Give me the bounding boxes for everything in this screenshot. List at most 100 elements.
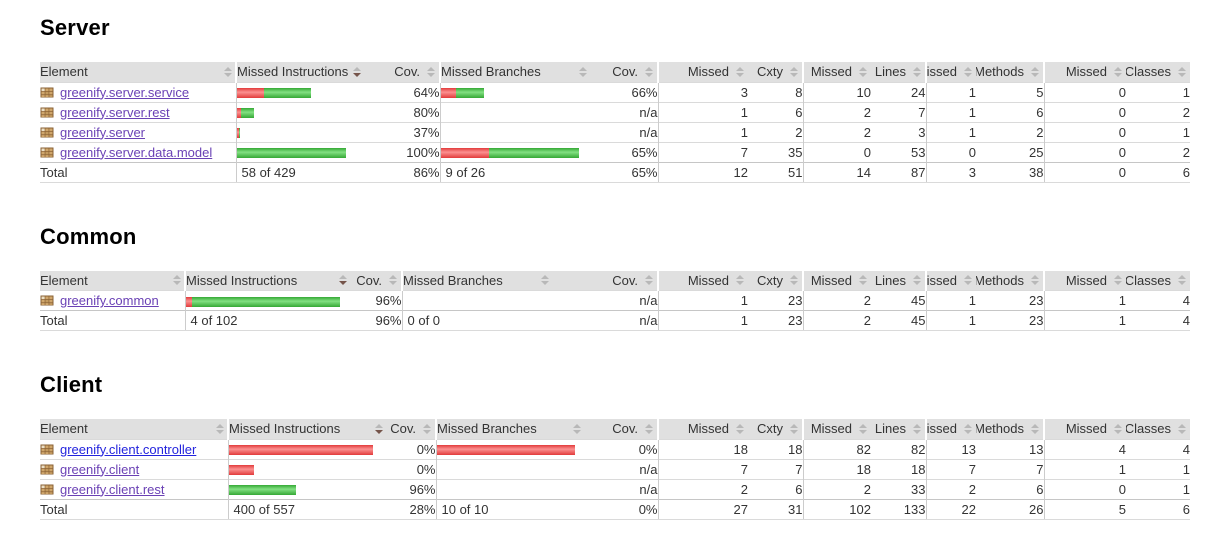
column-header-cov-4[interactable]: Cov. bbox=[590, 62, 658, 82]
sort-icon[interactable] bbox=[389, 275, 397, 286]
sort-icon[interactable] bbox=[645, 66, 653, 77]
sort-icon[interactable] bbox=[1114, 275, 1122, 286]
column-header-cov-2[interactable]: Cov. bbox=[350, 270, 402, 291]
package-icon[interactable] bbox=[40, 443, 55, 456]
column-header-methods-10[interactable]: Methods bbox=[976, 270, 1044, 291]
sort-icon[interactable] bbox=[645, 275, 653, 286]
sort-icon[interactable] bbox=[573, 423, 581, 434]
column-header-missed-instructions-1[interactable]: Missed Instructions bbox=[184, 270, 350, 291]
column-header-missed-9[interactable]: Missed bbox=[925, 62, 976, 82]
sort-icon[interactable] bbox=[541, 275, 549, 286]
sort-icon[interactable] bbox=[913, 275, 921, 286]
sort-icon[interactable] bbox=[1031, 423, 1039, 434]
package-icon[interactable] bbox=[40, 463, 55, 476]
sort-icon[interactable] bbox=[1031, 275, 1039, 286]
column-header-missed-11[interactable]: Missed bbox=[1043, 270, 1126, 291]
element-link[interactable]: greenify.server.data.model bbox=[60, 144, 213, 160]
package-icon[interactable] bbox=[40, 294, 55, 307]
sort-icon[interactable] bbox=[736, 275, 744, 286]
column-header-cov-2[interactable]: Cov. bbox=[386, 419, 436, 439]
column-header-missed-11[interactable]: Missed bbox=[1043, 62, 1126, 82]
column-header-missed-9[interactable]: Missed bbox=[925, 419, 976, 439]
column-header-cov-2[interactable]: Cov. bbox=[364, 62, 440, 82]
column-header-cov-4[interactable]: Cov. bbox=[584, 419, 658, 439]
sort-icon[interactable] bbox=[859, 66, 867, 77]
sort-icon[interactable] bbox=[859, 423, 867, 434]
column-header-missed-5[interactable]: Missed bbox=[657, 62, 748, 82]
package-icon[interactable] bbox=[40, 106, 55, 119]
column-header-element-0[interactable]: Element bbox=[40, 270, 185, 291]
sort-icon[interactable] bbox=[1178, 423, 1186, 434]
sort-down-arrow bbox=[1031, 429, 1039, 434]
column-header-methods-10[interactable]: Methods bbox=[976, 419, 1044, 439]
column-header-missed-5[interactable]: Missed bbox=[657, 270, 748, 291]
element-link[interactable]: greenify.client bbox=[60, 461, 140, 477]
sort-icon[interactable] bbox=[790, 423, 798, 434]
column-header-classes-12[interactable]: Classes bbox=[1126, 62, 1190, 82]
counter-value: 0 bbox=[1043, 101, 1126, 122]
sort-up-arrow bbox=[736, 66, 744, 71]
sort-icon[interactable] bbox=[736, 423, 744, 434]
column-header-missed-9[interactable]: Missed bbox=[925, 270, 976, 291]
element-link[interactable]: greenify.client.rest bbox=[60, 481, 165, 497]
column-header-missed-11[interactable]: Missed bbox=[1043, 419, 1126, 439]
sort-icon[interactable] bbox=[1114, 66, 1122, 77]
sort-icon[interactable] bbox=[964, 66, 972, 77]
column-header-missed-7[interactable]: Missed bbox=[802, 62, 871, 82]
sort-icon[interactable] bbox=[224, 66, 232, 77]
sort-icon[interactable] bbox=[375, 423, 383, 434]
sort-icon[interactable] bbox=[964, 275, 972, 286]
sort-icon[interactable] bbox=[423, 423, 431, 434]
sort-icon[interactable] bbox=[1178, 66, 1186, 77]
package-icon[interactable] bbox=[40, 86, 55, 99]
element-link[interactable]: greenify.common bbox=[60, 293, 159, 308]
column-header-missed-branches-3[interactable]: Missed Branches bbox=[401, 270, 552, 291]
sort-icon[interactable] bbox=[216, 423, 224, 434]
column-header-classes-12[interactable]: Classes bbox=[1126, 419, 1190, 439]
column-header-cxty-6[interactable]: Cxty bbox=[748, 419, 803, 439]
sort-icon[interactable] bbox=[964, 423, 972, 434]
sort-icon[interactable] bbox=[790, 66, 798, 77]
sort-icon[interactable] bbox=[859, 275, 867, 286]
column-header-missed-7[interactable]: Missed bbox=[802, 419, 871, 439]
sort-icon[interactable] bbox=[173, 275, 181, 286]
package-icon[interactable] bbox=[40, 483, 55, 496]
column-header-cov-4[interactable]: Cov. bbox=[552, 270, 658, 291]
sort-icon[interactable] bbox=[1178, 275, 1186, 286]
column-header-cxty-6[interactable]: Cxty bbox=[748, 62, 803, 82]
sort-icon[interactable] bbox=[1114, 423, 1122, 434]
column-header-missed-branches-3[interactable]: Missed Branches bbox=[439, 62, 590, 82]
sort-icon[interactable] bbox=[736, 66, 744, 77]
column-header-missed-7[interactable]: Missed bbox=[802, 270, 871, 291]
sort-icon[interactable] bbox=[353, 66, 361, 77]
element-link[interactable]: greenify.client.controller bbox=[60, 441, 197, 457]
column-header-element-0[interactable]: Element bbox=[40, 419, 228, 439]
package-icon[interactable] bbox=[40, 126, 55, 139]
element-link[interactable]: greenify.server.rest bbox=[60, 104, 170, 120]
column-header-missed-instructions-1[interactable]: Missed Instructions bbox=[235, 62, 364, 82]
sort-icon[interactable] bbox=[579, 66, 587, 77]
column-header-missed-instructions-1[interactable]: Missed Instructions bbox=[227, 419, 386, 439]
instruction-coverage-value: 64% bbox=[364, 81, 440, 102]
column-header-lines-8[interactable]: Lines bbox=[871, 270, 926, 291]
sort-icon[interactable] bbox=[790, 275, 798, 286]
package-icon[interactable] bbox=[40, 146, 55, 159]
column-header-missed-5[interactable]: Missed bbox=[657, 419, 748, 439]
sort-icon[interactable] bbox=[645, 423, 653, 434]
element-link[interactable]: greenify.server bbox=[60, 124, 146, 140]
sort-icon[interactable] bbox=[913, 423, 921, 434]
sort-icon[interactable] bbox=[339, 275, 347, 286]
sort-icon[interactable] bbox=[913, 66, 921, 77]
column-header-missed-branches-3[interactable]: Missed Branches bbox=[435, 419, 584, 439]
sort-icon[interactable] bbox=[427, 66, 435, 77]
column-header-element-0[interactable]: Element bbox=[40, 62, 236, 82]
column-header-lines-8[interactable]: Lines bbox=[871, 419, 926, 439]
column-header-classes-12[interactable]: Classes bbox=[1126, 270, 1190, 291]
counter-value: 4 bbox=[1126, 438, 1190, 459]
column-header-cxty-6[interactable]: Cxty bbox=[748, 270, 803, 291]
element-link[interactable]: greenify.server.service bbox=[60, 84, 190, 100]
column-header-lines-8[interactable]: Lines bbox=[871, 62, 926, 82]
column-header-methods-10[interactable]: Methods bbox=[976, 62, 1044, 82]
sort-icon[interactable] bbox=[1031, 66, 1039, 77]
counter-value: 8 bbox=[748, 81, 803, 102]
